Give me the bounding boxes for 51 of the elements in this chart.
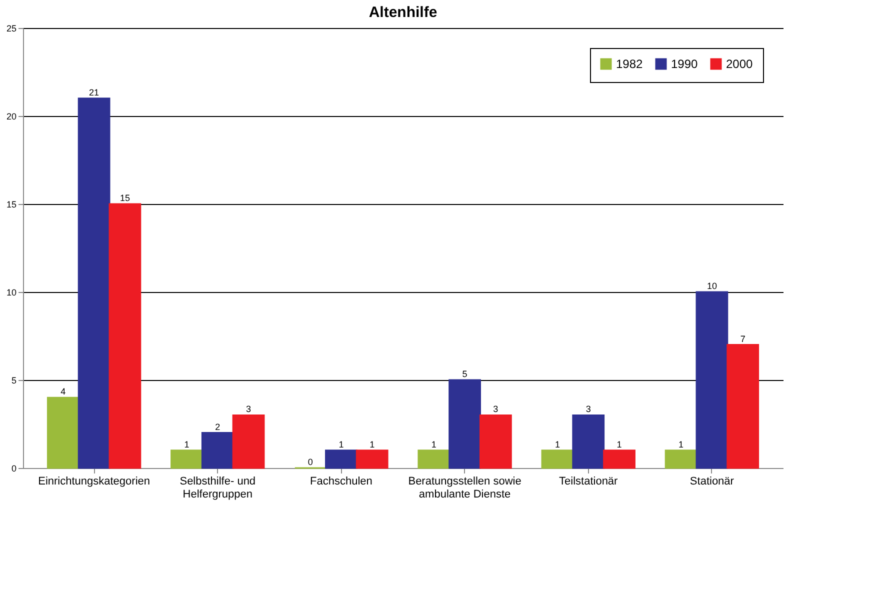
data-label: 3 xyxy=(586,404,591,414)
bar xyxy=(170,450,203,469)
bar xyxy=(541,450,574,469)
x-tick-label: Teilstationär xyxy=(559,476,618,488)
data-label: 15 xyxy=(120,193,130,203)
bar xyxy=(448,379,481,469)
legend-label: 1982 xyxy=(616,57,644,71)
y-tick-label: 10 xyxy=(6,288,16,298)
data-label: 4 xyxy=(60,386,66,397)
y-tick-label: 25 xyxy=(6,24,16,34)
data-label: 1 xyxy=(338,439,344,450)
y-tick-label: 5 xyxy=(11,376,16,386)
bar xyxy=(201,432,234,469)
data-label: 7 xyxy=(740,334,746,344)
x-tick-label: Selbsthilfe- und Helfergruppen xyxy=(180,476,256,500)
y-tick-label: 15 xyxy=(6,200,16,210)
bar xyxy=(603,450,636,469)
data-label: 1 xyxy=(678,439,684,450)
data-label: 3 xyxy=(493,404,498,414)
legend-label: 1990 xyxy=(671,57,698,71)
y-tick-label: 0 xyxy=(11,464,16,474)
bar xyxy=(78,98,110,469)
data-label: 1 xyxy=(554,439,560,450)
y-tick-label: 20 xyxy=(6,112,16,122)
legend-label: 2000 xyxy=(726,57,754,71)
bar xyxy=(726,344,760,469)
x-tick-label: Fachschulen xyxy=(310,476,372,488)
data-label: 3 xyxy=(246,404,252,414)
data-label: 1 xyxy=(184,439,190,450)
bar xyxy=(356,450,388,469)
data-label: 5 xyxy=(462,369,468,379)
bar xyxy=(232,414,265,469)
x-tick-label: Stationär xyxy=(690,476,734,488)
bar xyxy=(418,450,450,469)
bar xyxy=(572,414,605,469)
x-tick-label: Beratungsstellen sowie ambulante Dienste xyxy=(408,476,522,500)
bar xyxy=(46,396,80,469)
bar xyxy=(108,203,142,469)
data-label: 1 xyxy=(370,439,375,450)
bar xyxy=(325,450,358,469)
chart-title: Altenhilfe xyxy=(368,4,438,21)
bar xyxy=(664,450,698,469)
data-label: 2 xyxy=(215,422,220,432)
data-label: 10 xyxy=(706,281,717,291)
bar xyxy=(479,414,512,469)
bar xyxy=(696,291,728,469)
data-label: 21 xyxy=(89,87,100,98)
data-label: 1 xyxy=(616,439,622,450)
data-label: 0 xyxy=(308,457,313,467)
x-tick-label: Einrichtungskategorien xyxy=(38,476,150,488)
data-label: 1 xyxy=(431,439,436,450)
